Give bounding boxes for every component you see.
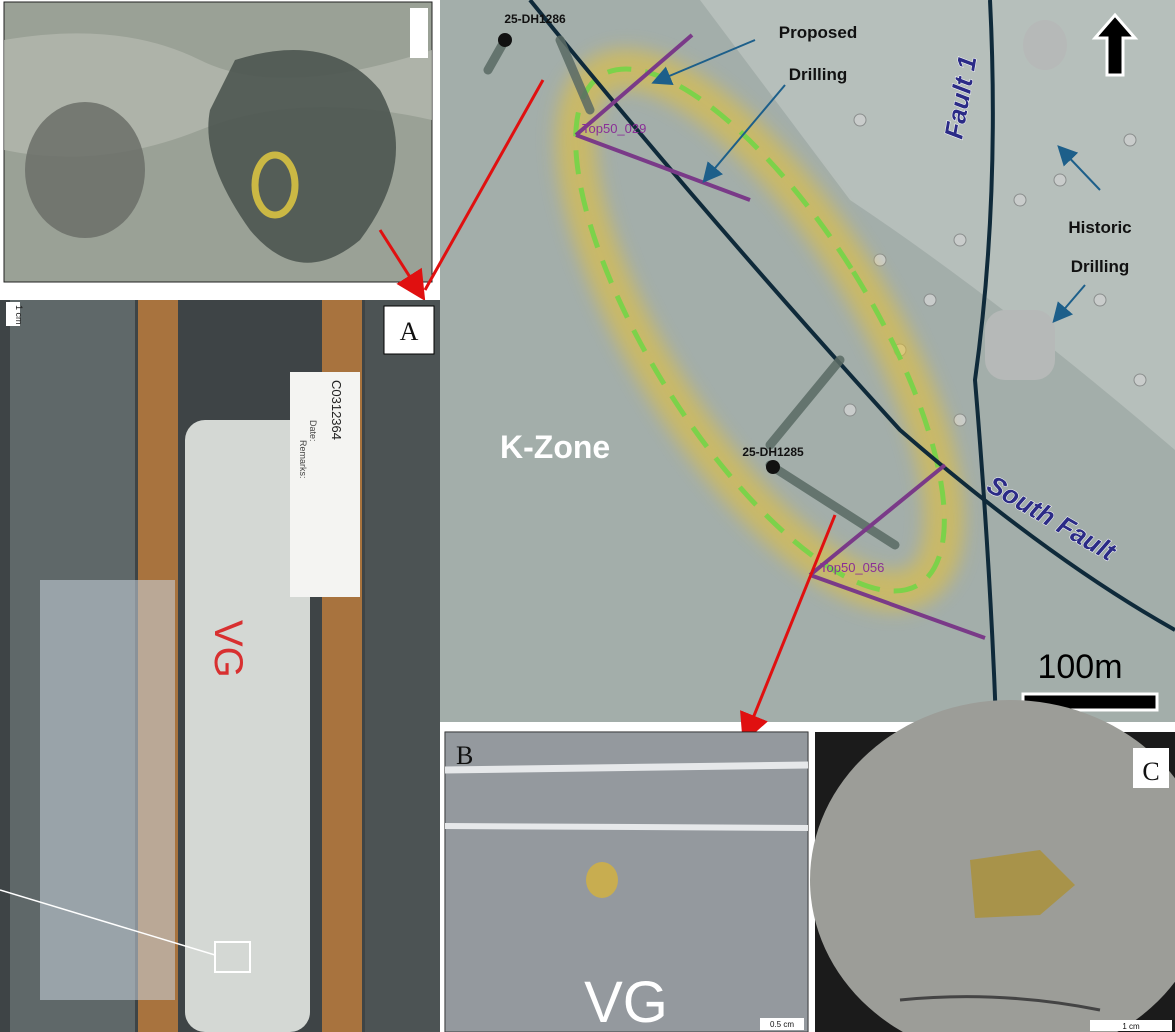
arrow xyxy=(378,229,426,302)
photo-c: C 1 cm xyxy=(810,700,1175,1032)
zone-label: K-Zone xyxy=(500,429,610,465)
scale-bar-label: 100m xyxy=(1037,648,1122,686)
core-marking: VG xyxy=(206,620,250,678)
core-photo: C0312364 Date: Remarks: VG 1 cm A xyxy=(0,300,440,1032)
panel-label: C xyxy=(1142,757,1159,786)
north-arrow xyxy=(1091,12,1139,77)
caption: VG xyxy=(584,970,668,1032)
tag-field: Date: xyxy=(308,420,318,442)
annotation: Historic xyxy=(1068,218,1131,237)
scale-label: 1 cm xyxy=(14,305,24,325)
target-label: Top50_056 xyxy=(820,560,884,575)
annotation: Proposed xyxy=(779,23,857,42)
hole-label: 25-DH1286 xyxy=(504,12,566,26)
annotation: Drilling xyxy=(1071,257,1130,276)
annotation: Drilling xyxy=(789,65,848,84)
arrow xyxy=(740,514,837,744)
panel-label: B xyxy=(456,741,473,770)
photo-b: B VG 0.5 cm xyxy=(444,731,809,1032)
main-map: 25-DH1286 25-DH1285 Top50_029 Top50_056 … xyxy=(440,0,1175,723)
sample-tag: C0312364 xyxy=(329,380,344,440)
panel-label: A xyxy=(400,317,419,346)
hole-label: 25-DH1285 xyxy=(742,445,804,459)
scale-label: 0.5 cm xyxy=(770,1020,794,1029)
tag-field: Remarks: xyxy=(298,440,308,479)
inset-map xyxy=(3,1,433,283)
arrow xyxy=(423,79,545,291)
target-label: Top50_029 xyxy=(582,121,646,136)
scale-label: 1 cm xyxy=(1122,1022,1140,1031)
